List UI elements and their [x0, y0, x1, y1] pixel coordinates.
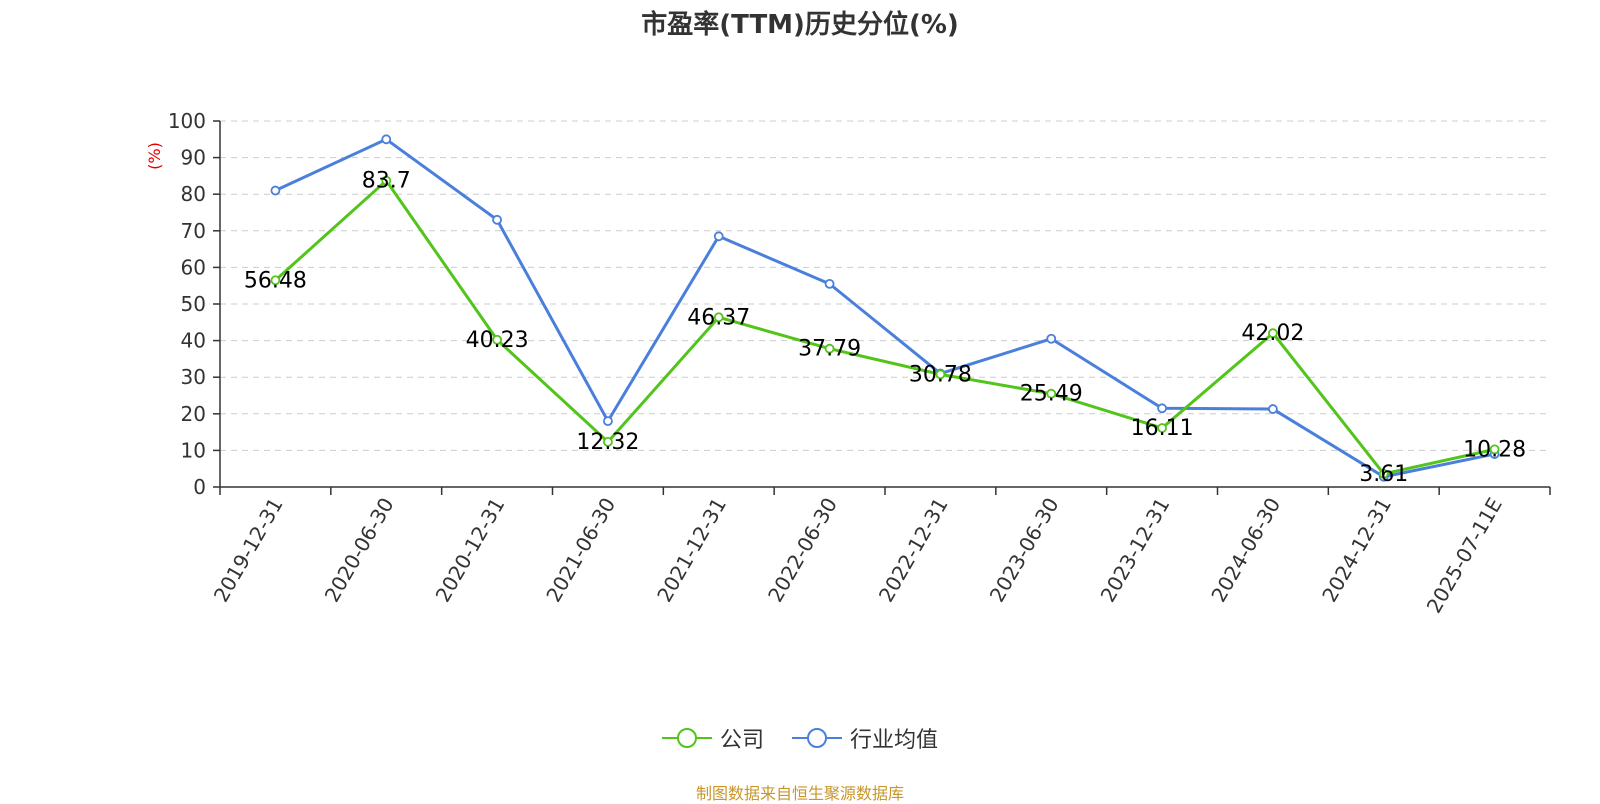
data-point[interactable]: [492, 334, 502, 345]
data-source: 制图数据来自恒生聚源数据库: [695, 784, 904, 803]
y-tick-label: 60: [181, 255, 206, 279]
legend-item-company[interactable]: 公司: [661, 722, 764, 754]
data-point[interactable]: [1268, 328, 1278, 339]
data-point[interactable]: [1489, 444, 1500, 455]
y-tick-label: 70: [181, 219, 206, 243]
x-tick-label: 2022-12-31: [874, 494, 953, 607]
x-tick-label: 2025-07-11E: [1422, 494, 1507, 618]
data-label: 30.78: [909, 362, 972, 387]
data-point[interactable]: [603, 437, 613, 447]
x-tick-label: 2021-06-30: [541, 494, 620, 607]
grid-lines: [213, 120, 1550, 488]
legend-label-industry: 行业均值: [850, 728, 939, 753]
x-tick-label: 2020-06-30: [320, 494, 399, 607]
x-tick-label: 2024-12-31: [1317, 494, 1396, 607]
data-labels: 56.48 83.7 40.23 12.32 46.37 37.79 30.78 25.49 1…: [244, 169, 1526, 487]
series-line-1: [274, 137, 1495, 479]
data-label: 37.79: [798, 337, 861, 362]
data-label: 25.49: [1020, 382, 1083, 407]
line-chart: 0 10 20 30 40 50 60 70 80 90 100 2019-12-31 2020-06…: [145, 109, 1551, 618]
data-label: 40.23: [466, 328, 529, 353]
data-point[interactable]: [1046, 388, 1057, 399]
y-tick-label: 30: [181, 365, 206, 389]
x-tick-label: 2023-12-31: [1096, 494, 1175, 607]
data-label: 3.61: [1359, 462, 1408, 487]
data-point[interactable]: [713, 312, 724, 323]
y-tick-label: 0: [193, 475, 206, 499]
legend-item-industry[interactable]: 行业均值: [792, 722, 938, 754]
y-tick-label: 10: [181, 438, 206, 462]
y-tick-label: 20: [181, 402, 206, 426]
legend-label-company: 公司: [719, 728, 764, 753]
series-lines: [270, 134, 1500, 482]
data-point[interactable]: [381, 134, 392, 145]
y-tick-label: 100: [168, 109, 206, 133]
y-tick-label: 50: [181, 292, 206, 316]
data-point[interactable]: [1157, 423, 1167, 433]
legend-marker-industry-icon: [792, 728, 842, 748]
chart-title: 市盈率(TTM)历史分位(%): [641, 10, 959, 40]
data-point[interactable]: [824, 278, 835, 289]
data-label: 83.7: [362, 169, 411, 194]
y-tick-label: 90: [181, 146, 206, 170]
y-tick-label: 40: [181, 329, 206, 353]
data-point[interactable]: [1268, 404, 1278, 414]
x-tick-label: 2023-06-30: [985, 494, 1064, 607]
x-tick-label: 2019-12-31: [209, 494, 288, 607]
y-tick-labels: 0 10 20 30 40 50 60 70 80 90 100: [168, 109, 206, 499]
data-label: 16.11: [1131, 416, 1194, 441]
data-point[interactable]: [824, 343, 835, 354]
axes: [219, 121, 1551, 495]
y-tick-label: 80: [181, 182, 206, 206]
data-point[interactable]: [1046, 333, 1057, 344]
x-tick-label: 2024-06-30: [1206, 494, 1285, 607]
data-label: 12.32: [576, 430, 639, 455]
series-line-0: [274, 178, 1495, 476]
data-point[interactable]: [935, 369, 946, 380]
data-point[interactable]: [492, 214, 502, 225]
data-point[interactable]: [381, 175, 392, 186]
y-axis-label: (%): [145, 142, 164, 170]
x-tick-label: 2022-06-30: [763, 494, 842, 607]
legend-marker-company-icon: [661, 728, 712, 748]
x-tick-label: 2021-12-31: [652, 494, 731, 607]
data-point[interactable]: [1157, 403, 1167, 414]
data-label: 56.48: [244, 268, 307, 293]
data-point[interactable]: [270, 275, 281, 286]
data-point[interactable]: [1378, 468, 1389, 479]
legend: 公司 行业均值: [0, 722, 1600, 754]
data-label: 10.28: [1463, 437, 1526, 462]
data-label: 42.02: [1241, 321, 1304, 346]
data-point[interactable]: [603, 416, 613, 427]
data-point[interactable]: [713, 231, 724, 242]
data-point[interactable]: [270, 185, 281, 196]
data-label: 46.37: [687, 305, 750, 330]
x-tick-labels: 2019-12-31 2020-06-30 2020-12-31 2021-06-30…: [209, 494, 1507, 618]
x-tick-label: 2020-12-31: [431, 494, 510, 607]
